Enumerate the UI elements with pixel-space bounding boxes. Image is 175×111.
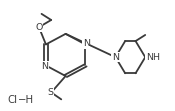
Text: Cl: Cl (7, 95, 17, 105)
Text: O: O (35, 23, 43, 32)
Text: S: S (48, 88, 54, 97)
Text: −H: −H (18, 95, 34, 105)
Text: N: N (112, 53, 119, 62)
Text: N: N (41, 61, 48, 71)
Text: N: N (83, 39, 90, 48)
Text: NH: NH (146, 53, 160, 62)
